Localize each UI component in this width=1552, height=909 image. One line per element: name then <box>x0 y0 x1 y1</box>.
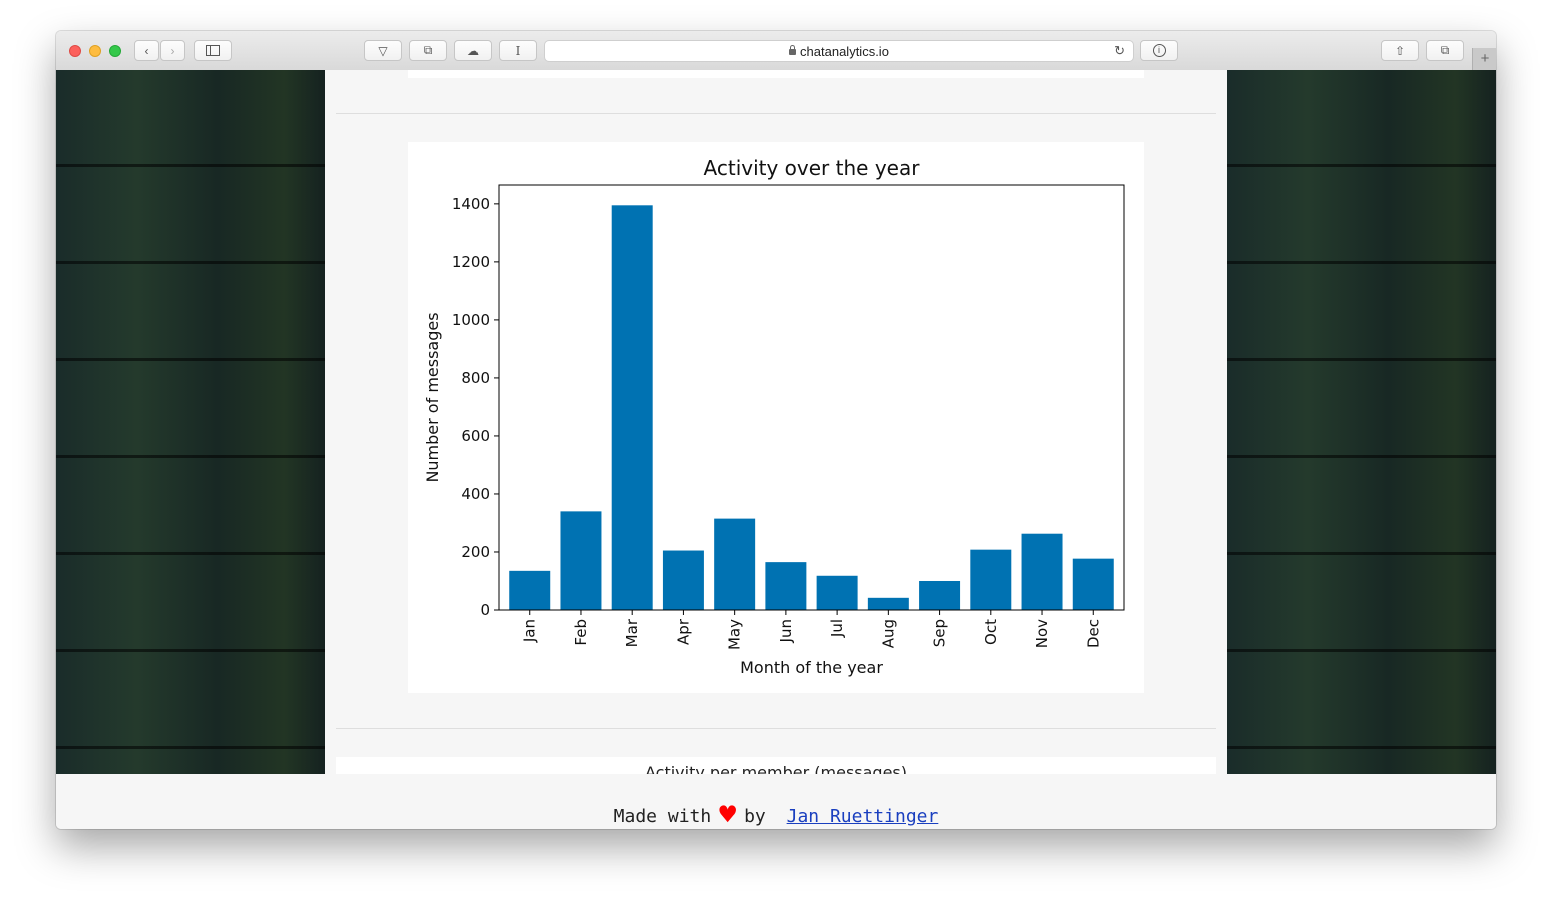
y-tick-label: 1400 <box>452 195 490 213</box>
close-window-button[interactable] <box>69 45 81 57</box>
bar-aug <box>867 597 909 610</box>
address-bar[interactable]: chatanalytics.io ↻ <box>544 40 1134 62</box>
y-tick-label: 0 <box>480 601 490 619</box>
reload-icon[interactable]: ↻ <box>1114 43 1125 58</box>
back-button[interactable]: ‹ <box>134 40 159 61</box>
bar-mar <box>611 205 653 610</box>
tabs-icon: ⧉ <box>1440 43 1450 57</box>
lock-icon <box>789 45 797 55</box>
x-tick-label: Apr <box>674 618 692 645</box>
activity-chart-card: 0 200 400 600 800 1000 1200 1400 Jan Feb Mar Apr May… <box>408 142 1144 693</box>
share-icon: ⇧ <box>1394 43 1406 58</box>
tabs-icon: ⧉ <box>423 43 433 57</box>
bar-dec <box>1072 558 1114 610</box>
main-content: 0 200 400 600 800 1000 1200 1400 Jan Feb Mar Apr May… <box>325 70 1227 774</box>
y-tick-label: 800 <box>461 369 490 387</box>
y-axis-label: Number of messages <box>423 312 442 482</box>
bar-may <box>714 518 756 610</box>
y-tick-label: 600 <box>461 427 490 445</box>
y-tick-label: 1200 <box>452 253 490 271</box>
page-viewport: 0 200 400 600 800 1000 1200 1400 Jan Feb Mar Apr May… <box>56 70 1496 774</box>
cloud-icon: ☁ <box>467 43 479 58</box>
x-tick-label: Jul <box>828 619 846 638</box>
x-tick-label: Jun <box>777 619 795 643</box>
tabs-overview-button[interactable]: ⧉ <box>409 40 447 61</box>
wood-background-right <box>1227 70 1496 774</box>
shield-icon: ▽ <box>378 43 388 58</box>
x-tick-label: Aug <box>879 619 897 648</box>
x-tick-label: Sep <box>931 619 949 647</box>
bar-apr <box>662 550 704 610</box>
y-tick-label: 1000 <box>452 311 490 329</box>
plus-icon: + <box>1480 50 1490 67</box>
member-activity-card: Activity per member (messages) <box>336 757 1216 774</box>
sidebar-icon <box>206 45 220 56</box>
footer-prefix: Made with <box>613 806 712 827</box>
x-tick-label: Feb <box>572 619 590 646</box>
minimize-window-button[interactable] <box>89 45 101 57</box>
browser-window: ‹ › ▽ ⧉ ☁ I chatanalytics.io ↻ i ⇧ ⧉ + 0… <box>56 31 1496 829</box>
bar-jul <box>816 575 858 610</box>
heart-icon: ♥ <box>719 798 737 829</box>
x-tick-label: Mar <box>623 618 641 647</box>
new-tab-button[interactable]: + <box>1472 48 1496 70</box>
section-divider <box>336 113 1216 114</box>
info-button[interactable]: i <box>1140 40 1178 61</box>
bar-jan <box>509 570 551 610</box>
section-title: Activity per member (messages) <box>645 763 907 774</box>
x-tick-label: Nov <box>1033 619 1051 648</box>
wood-background-left <box>56 70 325 774</box>
y-tick-label: 400 <box>461 485 490 503</box>
chevron-left-icon: ‹ <box>144 43 149 58</box>
show-tabs-button[interactable]: ⧉ <box>1426 40 1464 61</box>
text-cursor-button[interactable]: I <box>499 40 537 61</box>
footer-by: by <box>744 806 766 827</box>
section-divider <box>336 728 1216 729</box>
text-cursor-icon: I <box>515 43 521 58</box>
y-tick-label: 200 <box>461 543 490 561</box>
bar-sep <box>919 580 961 610</box>
bar-feb <box>560 511 602 610</box>
x-tick-label: May <box>726 619 744 650</box>
chevron-right-icon: › <box>170 43 175 58</box>
bar-nov <box>1021 533 1063 610</box>
previous-chart-card <box>408 70 1144 78</box>
bar-oct <box>970 549 1012 610</box>
activity-over-year-chart: 0 200 400 600 800 1000 1200 1400 Jan Feb Mar Apr May… <box>423 156 1125 677</box>
author-link[interactable]: Jan Ruettinger <box>786 806 939 827</box>
share-button[interactable]: ⇧ <box>1381 40 1419 61</box>
forward-button[interactable]: › <box>160 40 185 61</box>
cloud-button[interactable]: ☁ <box>454 40 492 61</box>
x-tick-label: Jan <box>521 619 539 643</box>
bar-jun <box>765 562 807 610</box>
zoom-window-button[interactable] <box>109 45 121 57</box>
chart-title: Activity over the year <box>704 156 921 180</box>
x-axis-label: Month of the year <box>740 658 883 677</box>
plot-frame <box>498 184 1125 611</box>
x-tick-label: Dec <box>1084 619 1102 648</box>
sidebar-button[interactable] <box>194 40 232 61</box>
x-tick-label: Oct <box>982 619 1000 645</box>
reader-button[interactable]: ▽ <box>364 40 402 61</box>
page-footer: Made with ♥ by Jan Ruettinger <box>56 774 1496 829</box>
browser-toolbar: ‹ › ▽ ⧉ ☁ I chatanalytics.io ↻ i ⇧ ⧉ + <box>56 31 1496 71</box>
info-icon: i <box>1152 44 1166 57</box>
url-text: chatanalytics.io <box>800 44 889 59</box>
